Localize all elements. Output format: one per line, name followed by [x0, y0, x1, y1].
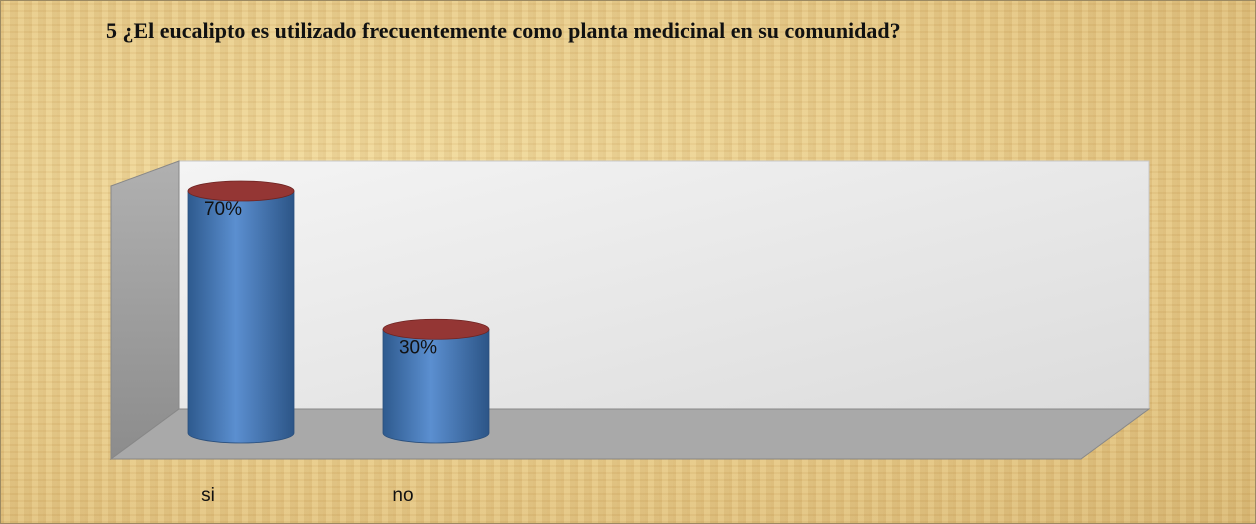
value-label: 70%	[204, 199, 242, 220]
cylinder	[382, 318, 490, 444]
x-tick-label: no	[392, 485, 413, 506]
x-tick-label: si	[201, 485, 215, 506]
cylinder	[187, 180, 295, 444]
cylinder-top	[382, 318, 490, 340]
cylinder-body	[382, 328, 490, 444]
side-wall	[110, 160, 180, 460]
cylinder-top	[187, 180, 295, 202]
floor	[109, 408, 1151, 460]
chart-title: 5 ¿El eucalipto es utilizado frecuenteme…	[106, 18, 901, 43]
back-wall	[178, 160, 1150, 410]
cylinder-body	[187, 190, 295, 444]
value-label: 30%	[399, 337, 437, 358]
